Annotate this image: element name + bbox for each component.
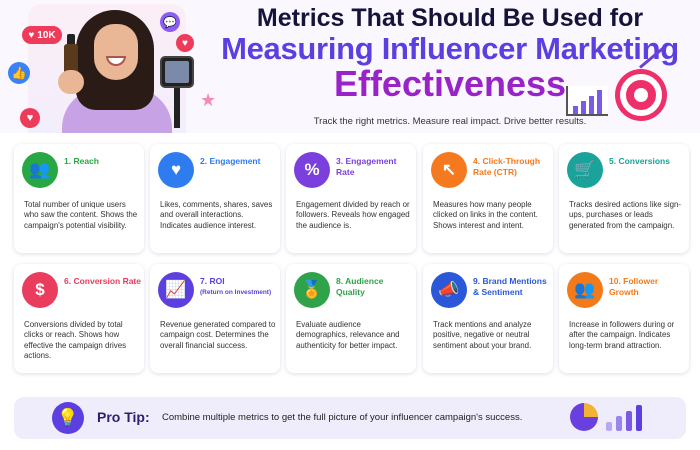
metric-card: ↖ 4. Click-Through Rate (CTR) Measures how… [423,144,553,253]
group-growth-icon: 👥 [567,272,603,308]
like-count-badge: ♥ 10K [22,26,62,44]
shopping-cart-icon: 🛒 [567,152,603,188]
pie-chart-icon [570,403,598,431]
metric-card: ♥ 2. Engagement Likes, comments, shares, s… [150,144,280,253]
metric-title-text: 3. Engagement Rate [336,156,397,177]
metric-title: 9. Brand Mentions & Sentiment [473,276,551,298]
chat-bubble-icon: 💬 [160,12,180,32]
percent-icon: % [294,152,330,188]
metric-title-text: 4. Click-Through Rate (CTR) [473,156,541,177]
metric-subtitle: (Return on Investment) [200,289,272,296]
metric-card: 👥 10. Follower Growth Increase in follower… [559,264,689,373]
target-icon [620,47,664,116]
dollar-icon: $ [22,272,58,308]
heart-icon: ♥ [20,108,40,128]
metric-title: 10. Follower Growth [609,276,687,298]
metric-title-text: 6. Conversion Rate [64,276,141,286]
growth-chart-icon: 📈 [158,272,194,308]
metric-title: 5. Conversions [609,156,687,167]
metric-description: Track mentions and analyze positive, neg… [433,320,532,350]
metric-title: 6. Conversion Rate [64,276,142,287]
pro-tip-text: Combine multiple metrics to get the full… [162,412,523,423]
title-line-3: Effectiveness [333,63,567,104]
metric-title-text: 9. Brand Mentions & Sentiment [473,276,547,297]
metric-card: 🛒 5. Conversions Tracks desired actions li… [559,144,689,253]
bar-chart-icon [566,86,608,116]
users-icon: 👥 [22,152,58,188]
metric-title: 3. Engagement Rate [336,156,414,178]
metric-description: Tracks desired actions like sign-ups, pu… [569,200,681,230]
heart-icon: ♥ [176,34,194,52]
pro-tip-banner: 💡 Pro Tip: Combine multiple metrics to g… [14,397,686,439]
metric-title-text: 2. Engagement [200,156,261,166]
metric-description: Likes, comments, shares, saves and overa… [160,200,273,230]
metric-title: 2. Engagement [200,156,278,167]
metric-title-text: 7. ROI [200,276,225,286]
metric-description: Total number of unique users who saw the… [24,200,138,230]
metric-card: $6. Conversion Rate Conversions divided b… [14,264,144,373]
metric-description: Increase in followers during or after th… [569,320,675,350]
award-badge-icon: 🏅 [294,272,330,308]
lightbulb-icon: 💡 [52,402,84,434]
heart-icon: ♥ [158,152,194,188]
title-line-2: Measuring Influencer Marketing [221,31,679,66]
influencer-photo [18,4,186,133]
metric-description: Revenue generated compared to campaign c… [160,320,276,350]
metric-card: 📣 9. Brand Mentions & Sentiment Track ment… [423,264,553,373]
heart-icon: ♥ [28,29,35,41]
metric-description: Conversions divided by total clicks or r… [24,320,127,361]
metric-title-text: 10. Follower Growth [609,276,659,297]
metric-title: 1. Reach [64,156,142,167]
metric-description: Measures how many people clicked on link… [433,200,538,230]
pro-tip-label: Pro Tip: [97,409,150,425]
subtitle: Track the right metrics. Measure real im… [313,116,587,127]
metric-card: 👥 1. Reach Total number of unique users wh… [14,144,144,253]
like-count: 10K [37,29,56,41]
cursor-click-icon: ↖ [431,152,467,188]
metric-description: Engagement divided by reach or followers… [296,200,410,230]
metric-title-text: 8. Audience Quality [336,276,384,297]
metric-description: Evaluate audience demographics, relevanc… [296,320,400,350]
smartphone-icon [160,56,194,88]
star-icon: ★ [200,90,217,110]
hero-banner: ♥ 10K 👍 ♥ 💬 ♥ ★ Metrics That Should Be U… [0,0,700,133]
bar-chart-icon [604,405,644,431]
title-line-1: Metrics That Should Be Used for [256,4,644,32]
megaphone-icon: 📣 [431,272,467,308]
metric-card: % 3. Engagement Rate Engagement divided by… [286,144,416,253]
metric-title-text: 5. Conversions [609,156,670,166]
metric-title-text: 1. Reach [64,156,99,166]
metric-title: 4. Click-Through Rate (CTR) [473,156,551,178]
metric-card: 🏅 8. Audience Quality Evaluate audience de… [286,264,416,373]
thumbs-up-icon: 👍 [8,62,30,84]
metric-card: 📈 7. ROI (Return on Investment) Revenue gen… [150,264,280,373]
metric-title: 8. Audience Quality [336,276,414,298]
metric-title: 7. ROI (Return on Investment) [200,276,278,298]
selfie-stick [174,88,180,128]
